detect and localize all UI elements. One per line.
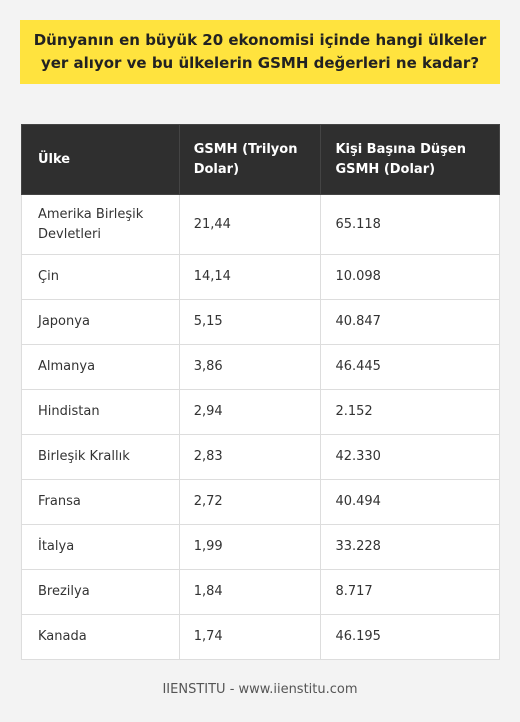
table-header-row: Ülke GSMH (Trilyon Dolar) Kişi Başına Dü… — [21, 124, 500, 195]
table-row: İtalya 1,99 33.228 — [21, 524, 500, 570]
cell-gdp: 1,74 — [178, 614, 322, 660]
cell-country: Almanya — [21, 344, 180, 390]
cell-gdp-per-capita: 46.445 — [320, 344, 500, 390]
cell-gdp-per-capita: 33.228 — [320, 524, 500, 570]
table-row: Birleşik Krallık 2,83 42.330 — [21, 434, 500, 480]
table-row: Kanada 1,74 46.195 — [21, 614, 500, 660]
cell-country: Birleşik Krallık — [21, 434, 180, 480]
page-title: Dünyanın en büyük 20 ekonomisi içinde ha… — [33, 31, 487, 72]
cell-gdp: 2,83 — [178, 434, 322, 480]
cell-gdp: 2,72 — [178, 479, 322, 525]
cell-country: Çin — [21, 254, 180, 300]
gdp-table: Ülke GSMH (Trilyon Dolar) Kişi Başına Dü… — [21, 124, 500, 660]
cell-country: Brezilya — [21, 569, 180, 615]
title-banner: Dünyanın en büyük 20 ekonomisi içinde ha… — [20, 20, 500, 84]
header-country: Ülke — [21, 124, 180, 195]
cell-country: Hindistan — [21, 389, 180, 435]
header-gdp-per-capita: Kişi Başına Düşen GSMH (Dolar) — [320, 124, 500, 195]
cell-country: Japonya — [21, 299, 180, 345]
cell-gdp: 2,94 — [178, 389, 322, 435]
table-row: Brezilya 1,84 8.717 — [21, 569, 500, 615]
cell-gdp-per-capita: 46.195 — [320, 614, 500, 660]
table-row: Amerika Birleşik Devletleri 21,44 65.118 — [21, 194, 500, 255]
cell-gdp-per-capita: 2.152 — [320, 389, 500, 435]
cell-country: Amerika Birleşik Devletleri — [21, 194, 180, 255]
cell-gdp: 21,44 — [178, 194, 322, 255]
header-gdp: GSMH (Trilyon Dolar) — [178, 124, 322, 195]
table-row: Fransa 2,72 40.494 — [21, 479, 500, 525]
cell-gdp-per-capita: 10.098 — [320, 254, 500, 300]
cell-gdp-per-capita: 40.847 — [320, 299, 500, 345]
cell-gdp: 3,86 — [178, 344, 322, 390]
cell-country: Fransa — [21, 479, 180, 525]
cell-gdp: 1,99 — [178, 524, 322, 570]
cell-country: İtalya — [21, 524, 180, 570]
footer-credit: IIENSTITU - www.iienstitu.com — [162, 682, 358, 697]
table-row: Hindistan 2,94 2.152 — [21, 389, 500, 435]
table-row: Çin 14,14 10.098 — [21, 254, 500, 300]
table-row: Japonya 5,15 40.847 — [21, 299, 500, 345]
cell-gdp-per-capita: 8.717 — [320, 569, 500, 615]
cell-gdp: 1,84 — [178, 569, 322, 615]
cell-gdp-per-capita: 65.118 — [320, 194, 500, 255]
table-row: Almanya 3,86 46.445 — [21, 344, 500, 390]
cell-gdp: 14,14 — [178, 254, 322, 300]
cell-gdp: 5,15 — [178, 299, 322, 345]
cell-gdp-per-capita: 40.494 — [320, 479, 500, 525]
cell-gdp-per-capita: 42.330 — [320, 434, 500, 480]
cell-country: Kanada — [21, 614, 180, 660]
